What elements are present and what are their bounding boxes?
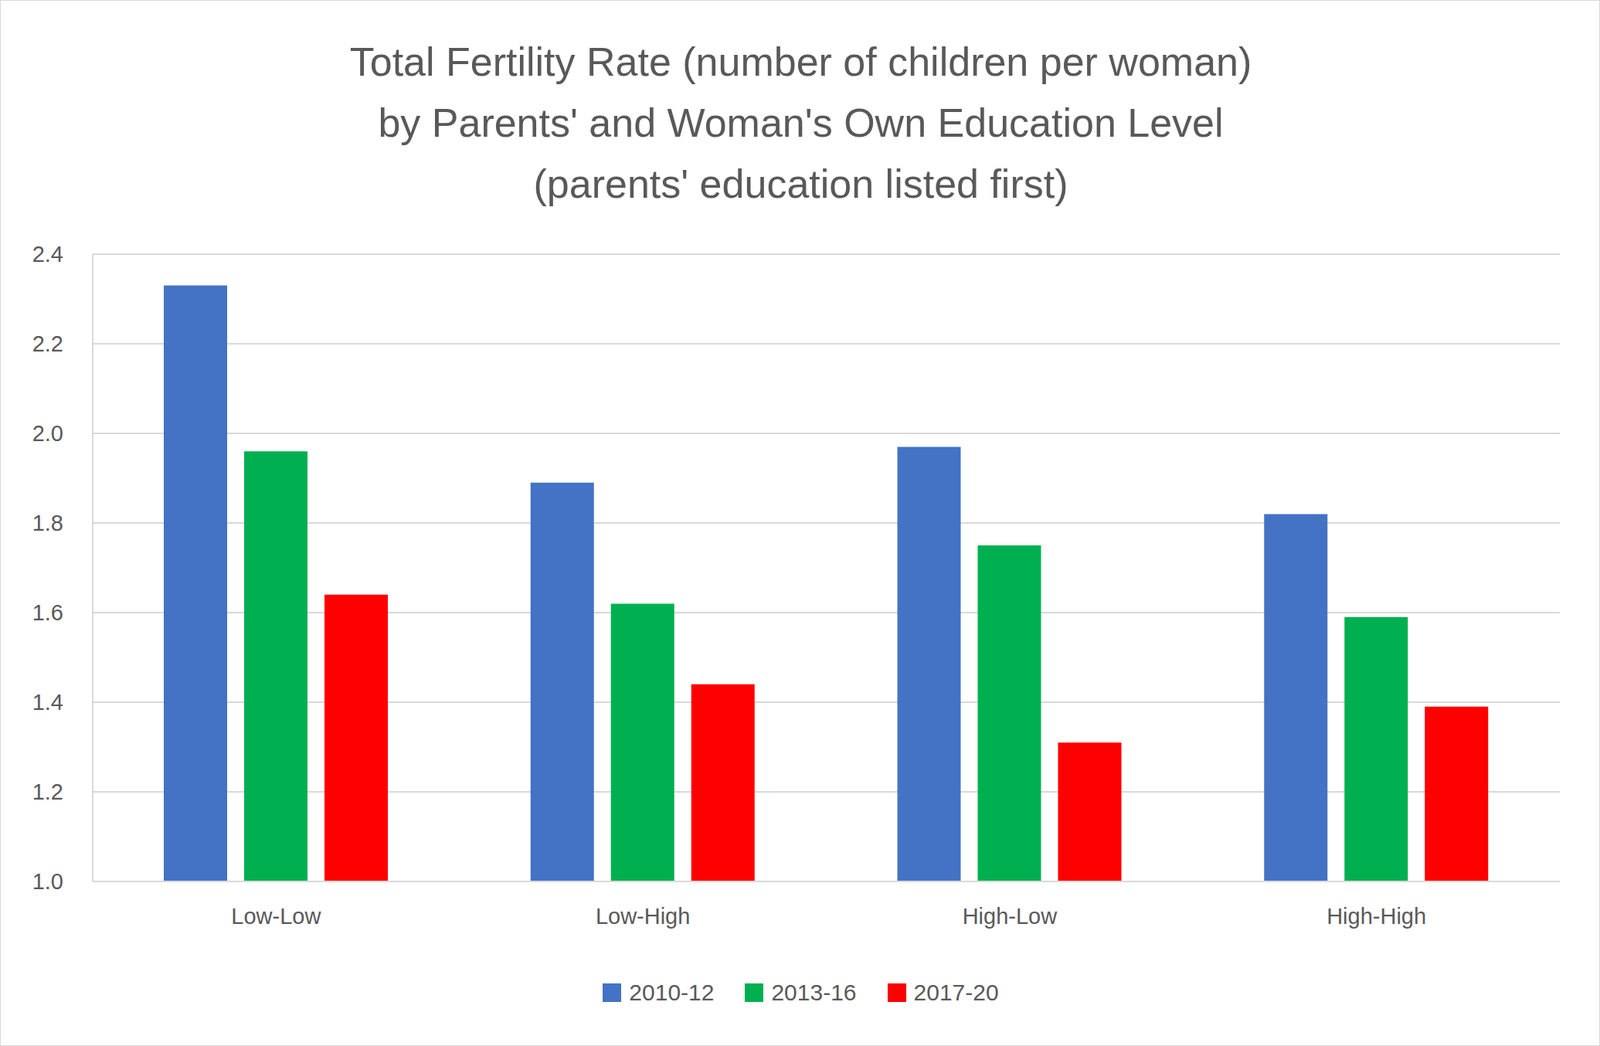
svg-text:1.8: 1.8 [32,510,64,536]
svg-text:1.4: 1.4 [32,689,64,715]
svg-text:1.2: 1.2 [32,779,64,805]
html-text:Total Fertility Rate (number o: Total Fertility Rate (number of children… [349,39,1252,85]
svg-text:Low-Low: Low-Low [230,903,322,929]
svg-text:High-Low: High-Low [962,903,1059,929]
svg-text:1.0: 1.0 [32,869,64,894]
html-text:(parents' education listed fir: (parents' education listed first) [533,161,1069,207]
svg-text:1.6: 1.6 [32,600,64,626]
svg-text:High-High: High-High [1326,903,1427,929]
html-text:by Parents' and Woman's Own Ed: by Parents' and Woman's Own Education Le… [378,100,1224,146]
svg-text:2.4: 2.4 [32,241,64,267]
svg-text:Low-High: Low-High [595,903,691,929]
svg-text:2.2: 2.2 [32,331,64,357]
html-text:2013-16: 2013-16 [771,979,857,1006]
html-text:2010-12: 2010-12 [629,979,715,1006]
html-text:2017-20: 2017-20 [913,979,999,1006]
svg-text:2.0: 2.0 [32,421,64,446]
